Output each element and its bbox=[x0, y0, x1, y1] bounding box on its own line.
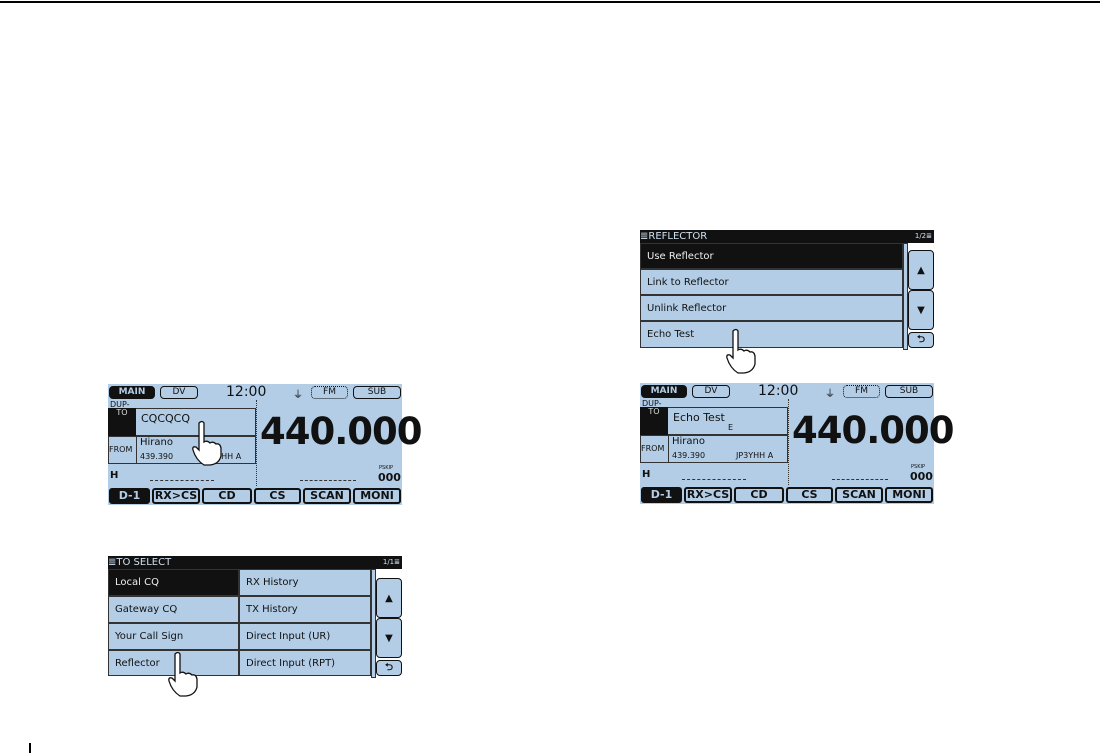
to-label: TO bbox=[640, 407, 668, 435]
from-call: JP3YHH A bbox=[204, 452, 242, 461]
frequency-display: 440.000 bbox=[260, 410, 423, 453]
power-indicator: H bbox=[110, 470, 119, 481]
moni-button[interactable]: MONI bbox=[885, 487, 933, 503]
main-button[interactable]: MAIN bbox=[109, 386, 155, 399]
cd-button[interactable]: CD bbox=[202, 488, 252, 504]
menu-item-gateway-cq[interactable]: Gateway CQ bbox=[108, 596, 239, 623]
s-meter-sub bbox=[300, 480, 356, 481]
scroll-up-button[interactable]: ▲ bbox=[376, 578, 402, 618]
menu-title: ≣TO SELECT bbox=[108, 557, 172, 568]
scan-button[interactable]: SCAN bbox=[303, 488, 351, 504]
back-button[interactable]: ⮌ bbox=[908, 332, 934, 348]
menu-item-local-cq[interactable]: Local CQ bbox=[108, 569, 239, 596]
from-call: JP3YHH A bbox=[736, 451, 774, 460]
mode-dv-button[interactable]: DV bbox=[160, 386, 198, 399]
menu-item-use-reflector[interactable]: Use Reflector bbox=[640, 243, 903, 269]
menu-item-link-to-reflector[interactable]: Link to Reflector bbox=[640, 269, 903, 295]
to-value: Echo Test bbox=[673, 411, 725, 424]
frequency-display: 440.000 bbox=[792, 409, 955, 452]
from-name: Hirano bbox=[140, 437, 173, 448]
dup-indicator: DUP- bbox=[642, 399, 662, 408]
page-indicator: 1/1≣ bbox=[382, 558, 400, 566]
menu-title: ≣REFLECTOR bbox=[640, 231, 708, 242]
clock: 12:00 bbox=[758, 383, 799, 399]
to-label: TO bbox=[108, 408, 136, 436]
memory-channel: 000 bbox=[910, 470, 933, 483]
from-label: FROM bbox=[109, 445, 133, 454]
d1-button[interactable]: D-1 bbox=[109, 488, 150, 504]
scrollbar[interactable] bbox=[371, 569, 376, 678]
cs-button[interactable]: CS bbox=[254, 488, 301, 504]
power-indicator: H bbox=[642, 469, 651, 480]
antenna-icon: ⏚ bbox=[293, 390, 303, 401]
main-screen-before: MAIN DV 12:00 ⏚ FM SUB DUP- TO CQCQCQ FR… bbox=[108, 384, 423, 505]
from-box[interactable] bbox=[108, 436, 256, 464]
from-freq: 439.390 bbox=[140, 452, 174, 461]
moni-button[interactable]: MONI bbox=[353, 488, 401, 504]
back-button[interactable]: ⮌ bbox=[376, 660, 402, 676]
s-meter bbox=[682, 479, 746, 480]
menu-item-rx-history[interactable]: RX History bbox=[239, 569, 371, 596]
s-meter bbox=[150, 480, 214, 481]
menu-header: ≣REFLECTOR 1/2≣ bbox=[640, 230, 934, 243]
menu-item-direct-input-rpt[interactable]: Direct Input (RPT) bbox=[239, 650, 371, 676]
page-top-rule bbox=[0, 1, 1100, 3]
main-button[interactable]: MAIN bbox=[641, 385, 687, 398]
menu-item-tx-history[interactable]: TX History bbox=[239, 596, 371, 623]
menu-item-direct-input-ur[interactable]: Direct Input (UR) bbox=[239, 623, 371, 650]
from-sep bbox=[136, 436, 137, 464]
to-value: CQCQCQ bbox=[141, 412, 191, 425]
s-meter-sub bbox=[832, 479, 888, 480]
from-label: FROM bbox=[641, 444, 665, 453]
menu-item-unlink-reflector[interactable]: Unlink Reflector bbox=[640, 295, 903, 321]
scroll-up-button[interactable]: ▲ bbox=[908, 250, 934, 290]
scroll-down-button[interactable]: ▼ bbox=[908, 290, 934, 330]
rx-cs-button[interactable]: RX>CS bbox=[684, 487, 732, 503]
page-margin-mark bbox=[29, 743, 31, 753]
reflector-screen: ≣REFLECTOR 1/2≣ Use Reflector Link to Ref… bbox=[640, 230, 934, 350]
scroll-down-button[interactable]: ▼ bbox=[376, 618, 402, 658]
mode-dv-button[interactable]: DV bbox=[692, 385, 730, 398]
scrollbar[interactable] bbox=[903, 243, 908, 350]
from-freq: 439.390 bbox=[672, 451, 706, 460]
menu-item-echo-test[interactable]: Echo Test bbox=[640, 321, 903, 348]
divider bbox=[788, 399, 789, 485]
pskip-label: PSKIP bbox=[911, 464, 925, 470]
page-indicator: 1/2≣ bbox=[914, 232, 932, 240]
fm-button[interactable]: FM bbox=[843, 385, 880, 398]
fm-button[interactable]: FM bbox=[311, 386, 348, 399]
pointer-hand-icon bbox=[726, 328, 756, 374]
rx-cs-button[interactable]: RX>CS bbox=[152, 488, 200, 504]
memory-channel: 000 bbox=[378, 471, 401, 484]
scan-button[interactable]: SCAN bbox=[835, 487, 883, 503]
cs-button[interactable]: CS bbox=[786, 487, 833, 503]
to-sub-value: E bbox=[728, 423, 734, 432]
d1-button[interactable]: D-1 bbox=[641, 487, 682, 503]
antenna-icon: ⏚ bbox=[825, 389, 835, 400]
cd-button[interactable]: CD bbox=[734, 487, 784, 503]
clock: 12:00 bbox=[226, 384, 267, 400]
pointer-hand-icon bbox=[168, 651, 198, 697]
from-sep bbox=[668, 435, 669, 463]
from-box[interactable] bbox=[640, 435, 788, 463]
from-name: Hirano bbox=[672, 436, 705, 447]
main-screen-after: MAIN DV 12:00 ⏚ FM SUB DUP- TO Echo Test… bbox=[640, 383, 955, 504]
menu-item-reflector[interactable]: Reflector bbox=[108, 650, 239, 676]
to-select-screen: ≣TO SELECT 1/1≣ Local CQ RX History Gatew… bbox=[108, 556, 402, 678]
menu-header: ≣TO SELECT 1/1≣ bbox=[108, 556, 402, 569]
dup-indicator: DUP- bbox=[110, 400, 130, 409]
pointer-hand-icon bbox=[192, 420, 222, 466]
menu-item-your-call-sign[interactable]: Your Call Sign bbox=[108, 623, 239, 650]
divider bbox=[256, 400, 257, 486]
pskip-label: PSKIP bbox=[379, 465, 393, 471]
sub-button[interactable]: SUB bbox=[885, 385, 933, 398]
sub-button[interactable]: SUB bbox=[353, 386, 401, 399]
